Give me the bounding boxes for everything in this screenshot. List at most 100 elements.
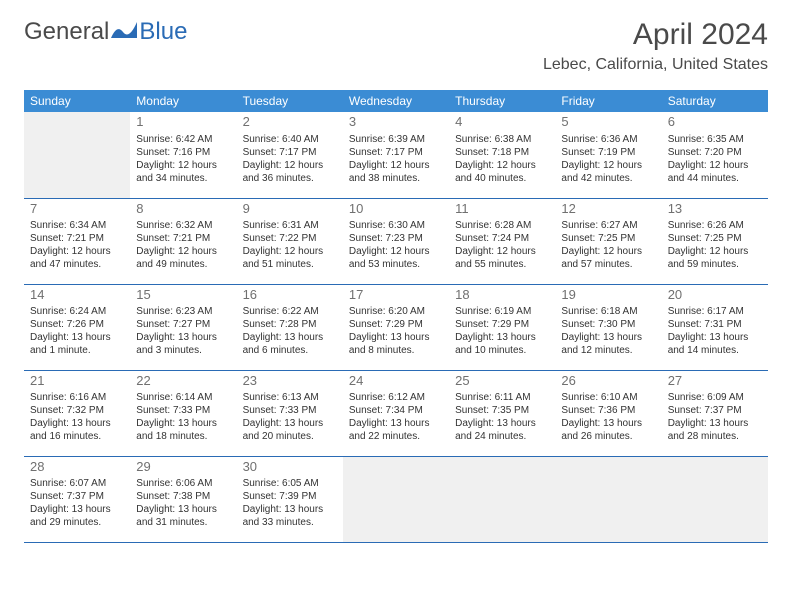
calendar-body: 1Sunrise: 6:42 AMSunset: 7:16 PMDaylight… <box>24 112 768 542</box>
daylight-text: Daylight: 12 hours and 59 minutes. <box>668 245 762 271</box>
sunrise-text: Sunrise: 6:06 AM <box>136 477 230 490</box>
day-number: 7 <box>30 201 124 218</box>
sunrise-text: Sunrise: 6:31 AM <box>243 219 337 232</box>
sunrise-text: Sunrise: 6:40 AM <box>243 133 337 146</box>
sunrise-text: Sunrise: 6:27 AM <box>561 219 655 232</box>
sunset-text: Sunset: 7:32 PM <box>30 404 124 417</box>
empty-cell <box>24 112 130 198</box>
day-number: 14 <box>30 287 124 304</box>
sunrise-text: Sunrise: 6:12 AM <box>349 391 443 404</box>
day-number: 27 <box>668 373 762 390</box>
day-header-saturday: Saturday <box>662 90 768 112</box>
daylight-text: Daylight: 13 hours and 26 minutes. <box>561 417 655 443</box>
sunset-text: Sunset: 7:37 PM <box>668 404 762 417</box>
daylight-text: Daylight: 13 hours and 22 minutes. <box>349 417 443 443</box>
sunrise-text: Sunrise: 6:39 AM <box>349 133 443 146</box>
sunset-text: Sunset: 7:26 PM <box>30 318 124 331</box>
sunset-text: Sunset: 7:23 PM <box>349 232 443 245</box>
day-cell-28: 28Sunrise: 6:07 AMSunset: 7:37 PMDayligh… <box>24 456 130 542</box>
sunset-text: Sunset: 7:17 PM <box>349 146 443 159</box>
day-cell-15: 15Sunrise: 6:23 AMSunset: 7:27 PMDayligh… <box>130 284 236 370</box>
day-number: 23 <box>243 373 337 390</box>
day-number: 10 <box>349 201 443 218</box>
sunrise-text: Sunrise: 6:34 AM <box>30 219 124 232</box>
day-cell-6: 6Sunrise: 6:35 AMSunset: 7:20 PMDaylight… <box>662 112 768 198</box>
day-number: 11 <box>455 201 549 218</box>
sunset-text: Sunset: 7:21 PM <box>136 232 230 245</box>
day-number: 6 <box>668 114 762 131</box>
sunset-text: Sunset: 7:31 PM <box>668 318 762 331</box>
sunset-text: Sunset: 7:35 PM <box>455 404 549 417</box>
day-number: 16 <box>243 287 337 304</box>
day-cell-26: 26Sunrise: 6:10 AMSunset: 7:36 PMDayligh… <box>555 370 661 456</box>
day-number: 9 <box>243 201 337 218</box>
sunset-text: Sunset: 7:24 PM <box>455 232 549 245</box>
daylight-text: Daylight: 12 hours and 42 minutes. <box>561 159 655 185</box>
daylight-text: Daylight: 13 hours and 31 minutes. <box>136 503 230 529</box>
day-number: 22 <box>136 373 230 390</box>
day-cell-17: 17Sunrise: 6:20 AMSunset: 7:29 PMDayligh… <box>343 284 449 370</box>
sunset-text: Sunset: 7:28 PM <box>243 318 337 331</box>
sunrise-text: Sunrise: 6:35 AM <box>668 133 762 146</box>
day-cell-9: 9Sunrise: 6:31 AMSunset: 7:22 PMDaylight… <box>237 198 343 284</box>
sunrise-text: Sunrise: 6:38 AM <box>455 133 549 146</box>
month-title: April 2024 <box>543 18 768 52</box>
daylight-text: Daylight: 13 hours and 10 minutes. <box>455 331 549 357</box>
daylight-text: Daylight: 12 hours and 40 minutes. <box>455 159 549 185</box>
daylight-text: Daylight: 12 hours and 51 minutes. <box>243 245 337 271</box>
day-number: 1 <box>136 114 230 131</box>
day-header-thursday: Thursday <box>449 90 555 112</box>
sunset-text: Sunset: 7:38 PM <box>136 490 230 503</box>
calendar-row: 14Sunrise: 6:24 AMSunset: 7:26 PMDayligh… <box>24 284 768 370</box>
header: General Blue April 2024 Lebec, Californi… <box>24 18 768 74</box>
sunrise-text: Sunrise: 6:14 AM <box>136 391 230 404</box>
day-cell-27: 27Sunrise: 6:09 AMSunset: 7:37 PMDayligh… <box>662 370 768 456</box>
sunset-text: Sunset: 7:34 PM <box>349 404 443 417</box>
sunset-text: Sunset: 7:33 PM <box>136 404 230 417</box>
daylight-text: Daylight: 13 hours and 18 minutes. <box>136 417 230 443</box>
day-number: 30 <box>243 459 337 476</box>
day-number: 29 <box>136 459 230 476</box>
daylight-text: Daylight: 13 hours and 8 minutes. <box>349 331 443 357</box>
logo-text-general: General <box>24 18 109 46</box>
day-cell-24: 24Sunrise: 6:12 AMSunset: 7:34 PMDayligh… <box>343 370 449 456</box>
sunrise-text: Sunrise: 6:22 AM <box>243 305 337 318</box>
day-number: 15 <box>136 287 230 304</box>
logo: General Blue <box>24 18 187 46</box>
daylight-text: Daylight: 12 hours and 53 minutes. <box>349 245 443 271</box>
sunset-text: Sunset: 7:25 PM <box>668 232 762 245</box>
sunrise-text: Sunrise: 6:13 AM <box>243 391 337 404</box>
daylight-text: Daylight: 12 hours and 49 minutes. <box>136 245 230 271</box>
sunrise-text: Sunrise: 6:09 AM <box>668 391 762 404</box>
empty-cell <box>449 456 555 542</box>
day-header-wednesday: Wednesday <box>343 90 449 112</box>
day-number: 4 <box>455 114 549 131</box>
day-number: 21 <box>30 373 124 390</box>
sunrise-text: Sunrise: 6:05 AM <box>243 477 337 490</box>
logo-text-blue: Blue <box>139 18 187 46</box>
day-cell-18: 18Sunrise: 6:19 AMSunset: 7:29 PMDayligh… <box>449 284 555 370</box>
day-number: 5 <box>561 114 655 131</box>
sunrise-text: Sunrise: 6:17 AM <box>668 305 762 318</box>
day-cell-1: 1Sunrise: 6:42 AMSunset: 7:16 PMDaylight… <box>130 112 236 198</box>
sunrise-text: Sunrise: 6:32 AM <box>136 219 230 232</box>
calendar-table: SundayMondayTuesdayWednesdayThursdayFrid… <box>24 90 768 543</box>
sunrise-text: Sunrise: 6:26 AM <box>668 219 762 232</box>
sunset-text: Sunset: 7:25 PM <box>561 232 655 245</box>
sunrise-text: Sunrise: 6:28 AM <box>455 219 549 232</box>
day-number: 19 <box>561 287 655 304</box>
day-cell-5: 5Sunrise: 6:36 AMSunset: 7:19 PMDaylight… <box>555 112 661 198</box>
daylight-text: Daylight: 13 hours and 20 minutes. <box>243 417 337 443</box>
day-cell-21: 21Sunrise: 6:16 AMSunset: 7:32 PMDayligh… <box>24 370 130 456</box>
daylight-text: Daylight: 13 hours and 33 minutes. <box>243 503 337 529</box>
sunrise-text: Sunrise: 6:23 AM <box>136 305 230 318</box>
day-cell-7: 7Sunrise: 6:34 AMSunset: 7:21 PMDaylight… <box>24 198 130 284</box>
daylight-text: Daylight: 13 hours and 12 minutes. <box>561 331 655 357</box>
sunset-text: Sunset: 7:36 PM <box>561 404 655 417</box>
calendar-row: 21Sunrise: 6:16 AMSunset: 7:32 PMDayligh… <box>24 370 768 456</box>
daylight-text: Daylight: 13 hours and 29 minutes. <box>30 503 124 529</box>
sunset-text: Sunset: 7:21 PM <box>30 232 124 245</box>
daylight-text: Daylight: 13 hours and 6 minutes. <box>243 331 337 357</box>
sunrise-text: Sunrise: 6:20 AM <box>349 305 443 318</box>
sunrise-text: Sunrise: 6:11 AM <box>455 391 549 404</box>
